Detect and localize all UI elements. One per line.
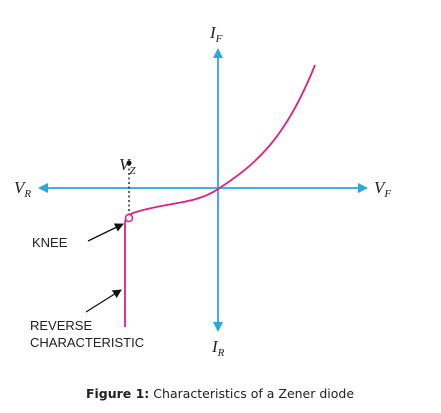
axis-label-ir: IR	[211, 337, 225, 359]
reverse-label: CHARACTERISTIC	[30, 335, 144, 350]
axis-label-vf: VF	[374, 178, 391, 200]
knee-point	[124, 213, 134, 223]
knee-label: KNEE	[32, 235, 68, 250]
axis-label-if: IF	[209, 23, 223, 45]
zener-point	[126, 160, 132, 166]
reverse-label: REVERSE	[30, 318, 92, 333]
caption: Figure 1: Characteristics of a Zener dio…	[86, 386, 354, 401]
axis-label-vr: VR	[14, 178, 31, 200]
label-vz: VZ	[119, 155, 136, 177]
knee-arrow	[87, 223, 124, 242]
characteristic-curve	[124, 64, 316, 327]
reverse-arrow	[85, 289, 122, 313]
axes	[38, 48, 368, 332]
